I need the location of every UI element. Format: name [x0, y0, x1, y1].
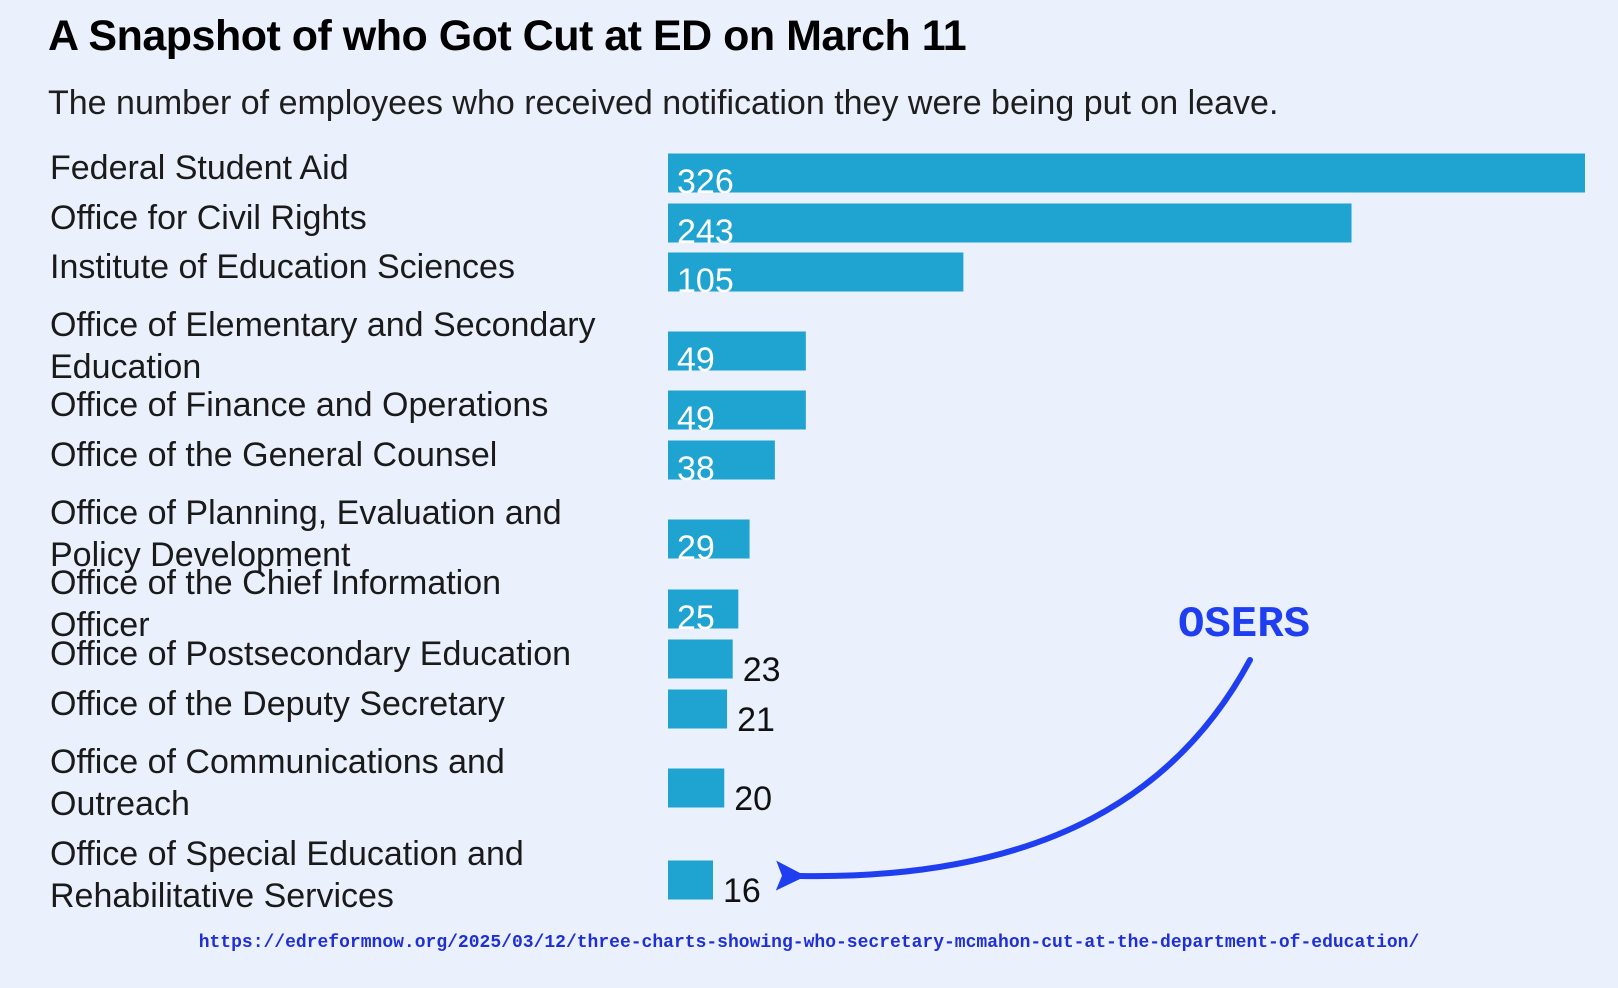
category-label-institute-of-education-sciences: Institute of Education Sciences [50, 248, 515, 286]
source-url: https://edreformnow.org/2025/03/12/three… [198, 933, 1420, 953]
chart-title: A Snapshot of who Got Cut at ED on March… [48, 12, 967, 60]
value-label-office-of-postsecondary-education: 23 [743, 651, 781, 689]
value-label-office-of-elementary-and-secondary-education: 49 [677, 341, 715, 379]
category-label-office-of-the-chief-information-officer: Office of the Chief Information Officer [50, 564, 501, 644]
category-label-office-for-civil-rights: Office for Civil Rights [50, 199, 367, 237]
category-label-federal-student-aid: Federal Student Aid [50, 149, 349, 187]
value-label-office-of-communications-and-outreach: 20 [734, 780, 772, 818]
bar-federal-student-aid [668, 153, 1585, 193]
value-label-office-of-special-education-and-rehabilitative-services: 16 [723, 872, 761, 910]
value-label-federal-student-aid: 326 [677, 163, 734, 201]
bar-office-of-the-chief-information-officer [668, 589, 739, 629]
bar-office-of-special-education-and-rehabilitative-services [668, 860, 714, 900]
category-label-office-of-postsecondary-education: Office of Postsecondary Education [50, 635, 571, 673]
bar-institute-of-education-sciences [668, 252, 964, 292]
annotation-label: OSERS [1178, 600, 1311, 650]
category-label-office-of-finance-and-operations: Office of Finance and Operations [50, 386, 548, 424]
value-label-office-of-finance-and-operations: 49 [677, 400, 715, 438]
category-label-office-of-the-deputy-secretary: Office of the Deputy Secretary [50, 685, 505, 723]
value-label-office-of-the-general-counsel: 38 [677, 450, 715, 488]
value-label-office-for-civil-rights: 243 [677, 213, 734, 251]
category-label-office-of-communications-and-outreach: Office of Communications and Outreach [50, 743, 505, 823]
category-label-office-of-the-general-counsel: Office of the General Counsel [50, 436, 497, 474]
category-label-office-of-special-education-and-rehabilitative-services: Office of Special Education and Rehabilit… [50, 835, 524, 915]
chart-subtitle: The number of employees who received not… [48, 84, 1279, 122]
value-label-office-of-the-deputy-secretary: 21 [737, 701, 775, 739]
bar-office-of-finance-and-operations [668, 390, 806, 430]
value-label-institute-of-education-sciences: 105 [677, 262, 734, 300]
bars-group: Federal Student Aid 326 Office for Civil R… [50, 149, 1585, 915]
value-label-office-of-planning-evaluation-and-policy-development: 29 [677, 529, 715, 567]
bar-office-of-postsecondary-education [668, 639, 733, 679]
bar-office-of-planning-evaluation-and-policy-development [668, 519, 750, 559]
bar-office-of-elementary-and-secondary-education [668, 331, 806, 371]
value-label-office-of-the-chief-information-officer: 25 [677, 599, 715, 637]
bar-office-of-the-general-counsel [668, 440, 775, 480]
category-label-office-of-planning-evaluation-and-policy-development: Office of Planning, Evaluation and Policy… [50, 494, 562, 574]
bar-office-for-civil-rights [668, 203, 1352, 243]
bar-office-of-communications-and-outreach [668, 768, 725, 808]
annotation-arrow [775, 657, 1253, 891]
bar-office-of-the-deputy-secretary [668, 689, 728, 729]
category-label-office-of-elementary-and-secondary-education: Office of Elementary and Secondary Educat… [50, 306, 596, 386]
